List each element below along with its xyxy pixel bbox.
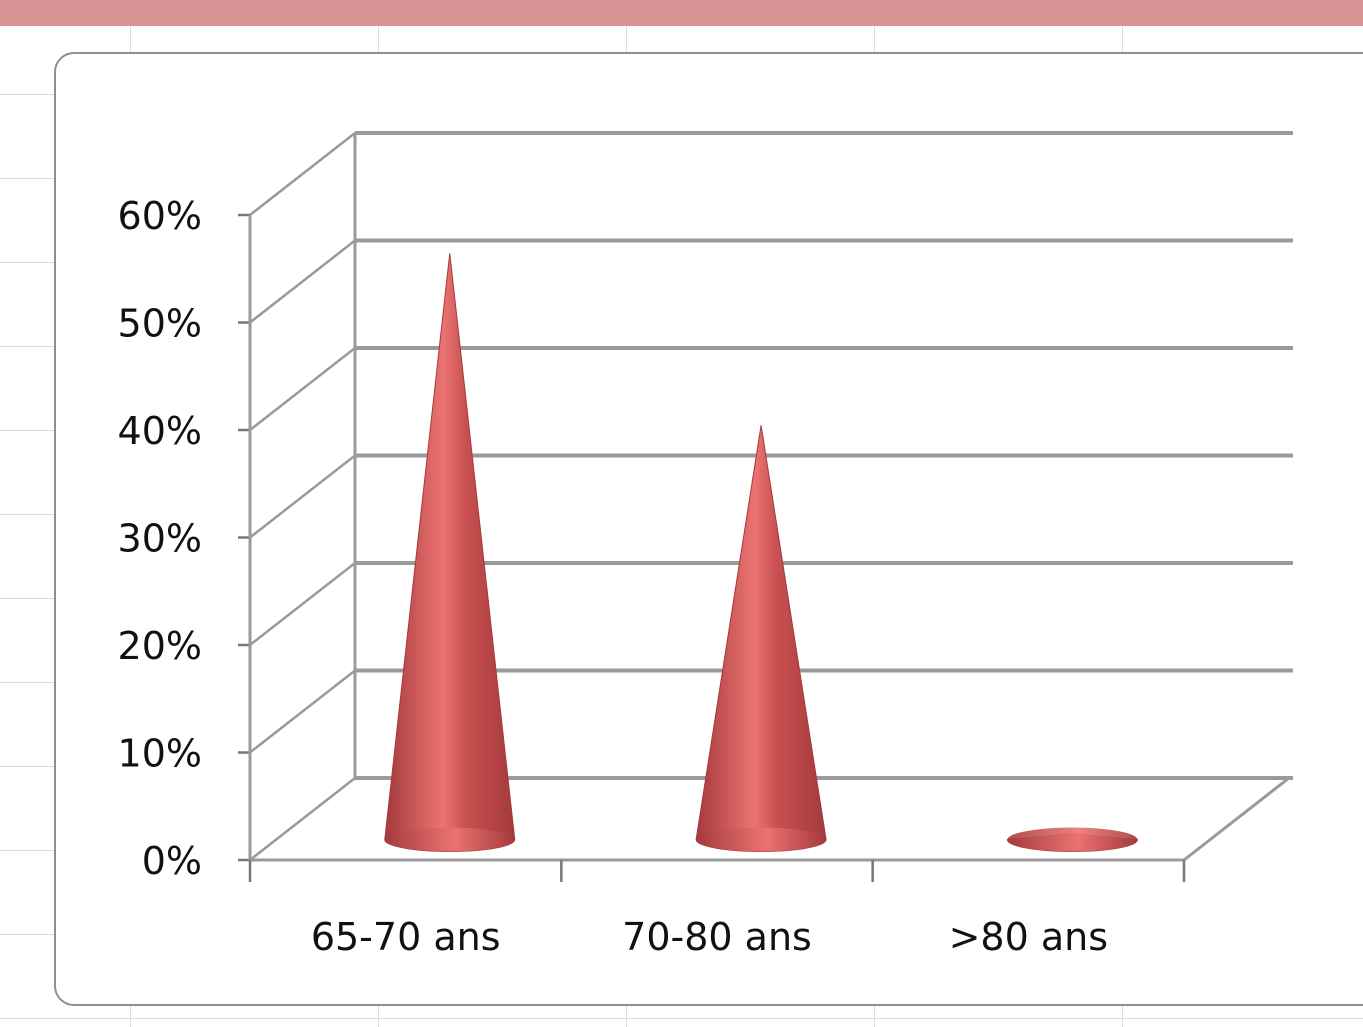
y-tick-label-6: 60% bbox=[118, 194, 202, 238]
y-tick-label-3: 30% bbox=[118, 517, 202, 561]
sidewall-line-3 bbox=[249, 454, 356, 539]
cone-2 bbox=[1006, 827, 1138, 853]
sidewall-line-6 bbox=[249, 132, 356, 216]
y-tick-label-0: 0% bbox=[142, 839, 202, 883]
floor-right-edge bbox=[1183, 776, 1290, 862]
x-tick-label-0: 65-70 ans bbox=[311, 915, 501, 959]
x-tick-label-1: 70-80 ans bbox=[622, 915, 812, 959]
tick-labels: 0% 10% 20% 30% 40% 50% 60% 65-70 ans 70-80 ans >8… bbox=[118, 194, 1109, 959]
sidewall-line-0 bbox=[249, 777, 356, 861]
cone-1 bbox=[695, 425, 827, 853]
cone-body-1 bbox=[695, 425, 827, 853]
cone-series bbox=[384, 253, 1138, 853]
y-tick-label-4: 40% bbox=[118, 409, 202, 453]
y-tick-label-5: 50% bbox=[118, 302, 202, 346]
sidewall-line-1 bbox=[249, 669, 356, 754]
cone-0 bbox=[384, 253, 516, 853]
x-tick-label-2: >80 ans bbox=[949, 915, 1108, 959]
sidewall-line-2 bbox=[249, 562, 356, 646]
cone-base-1 bbox=[696, 827, 827, 852]
cone-body-0 bbox=[384, 253, 516, 853]
y-tick-label-2: 20% bbox=[118, 624, 202, 668]
sidewall-line-4 bbox=[249, 347, 356, 431]
cone-base-2 bbox=[1007, 827, 1138, 852]
axes bbox=[238, 213, 1290, 882]
cone-base-0 bbox=[384, 827, 515, 852]
sidewall-line-5 bbox=[249, 239, 356, 324]
gridlines bbox=[249, 131, 1293, 861]
y-tick-label-1: 10% bbox=[118, 732, 202, 776]
window-top-band bbox=[0, 0, 1363, 26]
